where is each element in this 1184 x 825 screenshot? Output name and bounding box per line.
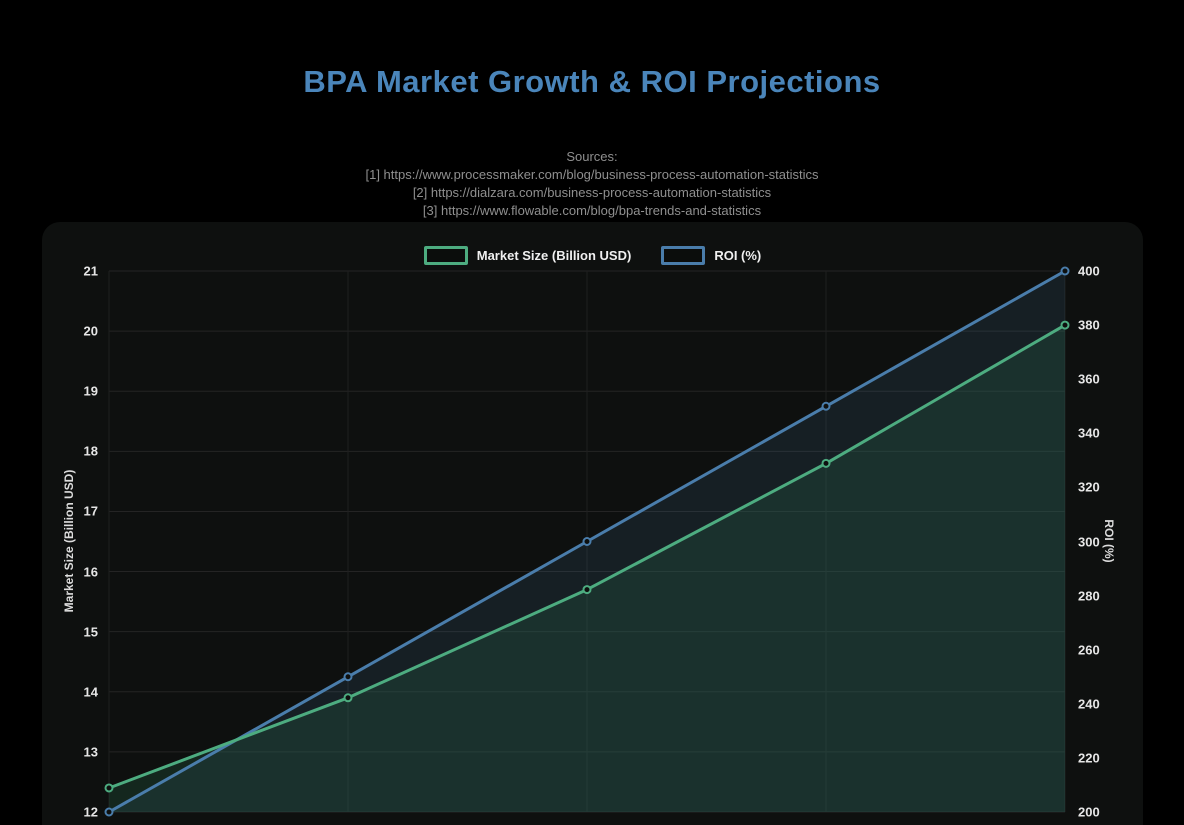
left-axis-ticks: 21 20 19 18 17 16 15 14 13 12	[42, 264, 98, 820]
chart-legend: Market Size (Billion USD) ROI (%)	[42, 246, 1143, 265]
left-axis-tick-label: 14	[83, 684, 98, 700]
legend-label-market-size: Market Size (Billion USD)	[476, 248, 632, 263]
legend-label-roi: ROI (%)	[714, 248, 762, 263]
left-axis-tick-label: 15	[83, 624, 98, 640]
marker-roi	[582, 537, 592, 546]
right-axis-tick-label: 400	[1078, 263, 1100, 279]
page-title: BPA Market Growth & ROI Projections	[303, 64, 881, 99]
source-line: [1] https://www.processmaker.com/blog/bu…	[365, 167, 819, 182]
sources-block: Sources: [1] https://www.processmaker.co…	[0, 148, 1184, 220]
left-axis-tick-label: 18	[83, 443, 98, 459]
left-axis-tick-label: 13	[83, 744, 98, 760]
legend-swatch-market-size	[423, 246, 468, 265]
marker-market-size	[821, 458, 831, 468]
left-axis-tick-label: 19	[83, 383, 98, 399]
right-axis-tick-label: 340	[1078, 425, 1100, 441]
marker-market-size	[1060, 320, 1070, 330]
source-line: [2] https://dialzara.com/business-proces…	[412, 185, 772, 200]
marker-market-size	[343, 693, 353, 703]
right-axis-tick-label: 380	[1078, 317, 1100, 333]
legend-item-market-size[interactable]: Market Size (Billion USD)	[423, 246, 632, 265]
left-axis-tick-label: 16	[83, 564, 98, 580]
source-line: [3] https://www.flowable.com/blog/bpa-tr…	[422, 203, 762, 218]
marker-roi	[1060, 266, 1070, 276]
left-axis-tick-label: 21	[83, 263, 98, 279]
right-axis-ticks: 400 380 360 340 320 300 280 260 240 220 200	[1078, 264, 1138, 820]
right-axis-tick-label: 320	[1078, 479, 1100, 495]
right-axis-tick-label: 260	[1078, 642, 1100, 658]
left-axis-tick-label: 12	[83, 804, 98, 820]
right-axis-tick-label: 200	[1078, 804, 1100, 820]
area-market-size	[109, 325, 1065, 812]
right-axis-tick-label: 360	[1078, 371, 1100, 387]
right-axis-tick-label: 280	[1078, 588, 1100, 604]
right-axis-tick-label: 300	[1078, 534, 1100, 549]
legend-item-roi[interactable]: ROI (%)	[661, 246, 761, 265]
left-axis-title: Market Size (Billion USD)	[62, 469, 76, 613]
left-axis-tick-label: 20	[83, 323, 98, 339]
plot-area	[104, 266, 1070, 817]
marker-roi	[821, 401, 831, 411]
legend-swatch-roi	[661, 246, 706, 265]
marker-market-size	[582, 585, 592, 595]
marker-market-size	[104, 783, 114, 793]
sources-heading: Sources:	[566, 149, 618, 164]
plot-svg	[104, 266, 1070, 817]
right-axis-tick-label: 220	[1078, 750, 1100, 766]
right-axis-tick-label: 240	[1078, 696, 1100, 712]
chart-card: Market Size (Billion USD) ROI (%) 21 20 19…	[42, 222, 1143, 825]
marker-roi	[104, 807, 114, 817]
left-axis-tick-label: 17	[83, 503, 98, 519]
right-axis-title: ROI (%)	[1102, 519, 1116, 563]
marker-roi	[343, 672, 353, 682]
